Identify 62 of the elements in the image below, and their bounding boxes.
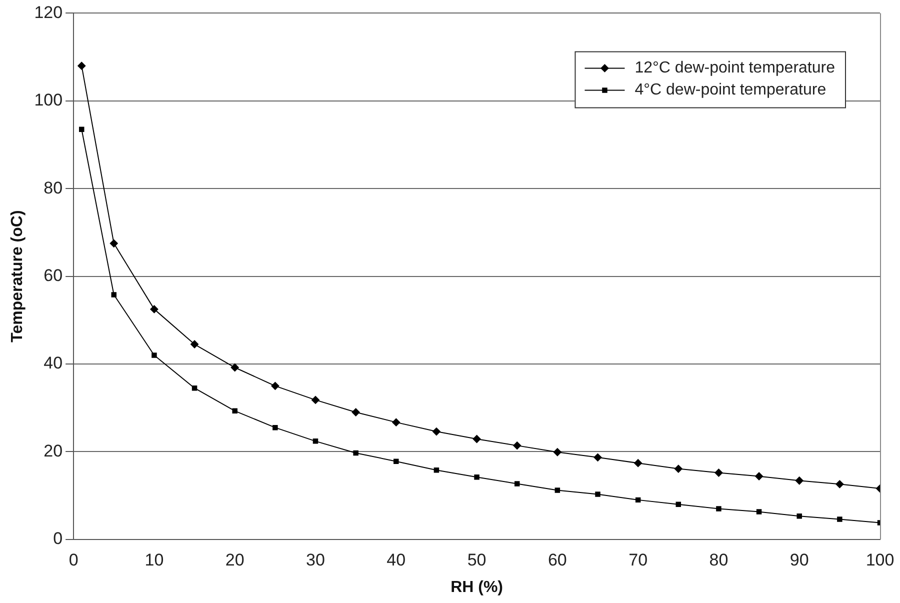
point (432, 428, 440, 436)
x-tick-label: 0 (68, 550, 78, 570)
point (394, 458, 399, 464)
point (554, 488, 560, 493)
x-tick-label: 80 (709, 550, 728, 570)
point (110, 239, 118, 248)
y-tick-label: 60 (44, 266, 63, 285)
point (513, 442, 522, 450)
point (836, 480, 844, 488)
point (152, 352, 157, 358)
y-tick-label: 0 (53, 529, 63, 548)
x-tick-label: 70 (628, 550, 648, 570)
point (676, 502, 682, 507)
x-tick-label: 30 (306, 550, 325, 570)
x-tick-label: 20 (225, 550, 244, 570)
point (352, 408, 360, 416)
y-tick-label: 120 (34, 2, 63, 22)
point (472, 434, 481, 443)
point (594, 453, 602, 462)
y-tick-label: 20 (44, 441, 63, 460)
y-tick-label: 80 (44, 178, 63, 198)
point (392, 418, 400, 426)
point (230, 364, 239, 372)
point (150, 305, 158, 314)
x-tick-label: 10 (144, 550, 164, 570)
point (311, 396, 320, 404)
y-tick-label: 40 (44, 354, 63, 373)
legend-label: 4°C dew-point temperature (634, 82, 826, 99)
x-tick-label: 90 (790, 550, 809, 570)
x-axis-title: RH (%) (450, 578, 503, 596)
point (190, 340, 199, 348)
point (796, 514, 802, 519)
x-tick-label: 40 (386, 550, 406, 570)
point (714, 468, 723, 477)
point (232, 408, 238, 414)
point (514, 481, 520, 486)
point (474, 474, 480, 480)
y-axis-title: Temperature (oC) (9, 210, 26, 342)
point (312, 438, 318, 444)
point (272, 424, 278, 430)
x-tick-label: 60 (548, 550, 567, 570)
point (434, 467, 440, 473)
point (79, 126, 84, 132)
point (635, 497, 641, 503)
point (353, 450, 358, 456)
x-tick-label: 50 (467, 550, 486, 570)
y-tick-label: 100 (34, 90, 63, 110)
point (595, 492, 600, 497)
point (674, 464, 682, 473)
x-tick-label: 100 (866, 550, 894, 570)
point (271, 382, 280, 390)
point (716, 506, 722, 512)
point (755, 472, 764, 480)
legend-label: 12°C dew-point temperature (634, 60, 836, 77)
point (795, 476, 804, 485)
point (78, 62, 86, 70)
point (837, 516, 842, 522)
point (111, 292, 117, 298)
point (756, 509, 762, 514)
point (553, 448, 562, 456)
point (634, 459, 642, 468)
point (192, 385, 198, 391)
